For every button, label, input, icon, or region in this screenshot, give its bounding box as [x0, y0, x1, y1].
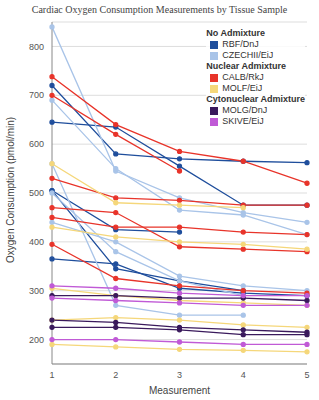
svg-text:300: 300 — [29, 286, 44, 296]
svg-text:800: 800 — [29, 42, 44, 52]
html-text:CALB/RkJ: CALB/RkJ — [222, 72, 264, 82]
svg-text:2: 2 — [113, 370, 118, 380]
html-text:No Admixture: No Admixture — [206, 28, 265, 38]
svg-text:200: 200 — [29, 335, 44, 345]
html-text:CZECHII/EiJ: CZECHII/EiJ — [222, 50, 274, 60]
svg-text:3: 3 — [177, 370, 182, 380]
svg-text:400: 400 — [29, 237, 44, 247]
svg-text:Measurement: Measurement — [149, 385, 210, 396]
svg-text:500: 500 — [29, 188, 44, 198]
svg-text:Oxygen Consumption (pmol/min): Oxygen Consumption (pmol/min) — [8, 117, 16, 263]
svg-text:1: 1 — [49, 370, 54, 380]
html-text:SKIVE/EiJ: SKIVE/EiJ — [222, 116, 264, 126]
html-text:RBF/DnJ: RBF/DnJ — [222, 39, 259, 49]
html-text:Cardiac Oxygen Consumption Mea: Cardiac Oxygen Consumption Measurements … — [31, 4, 288, 15]
html-text:MOLG/DnJ: MOLG/DnJ — [222, 105, 268, 115]
svg-text:700: 700 — [29, 90, 44, 100]
svg-text:5: 5 — [304, 370, 309, 380]
svg-text:600: 600 — [29, 139, 44, 149]
svg-text:4: 4 — [241, 370, 246, 380]
html-text:MOLF/EiJ: MOLF/EiJ — [222, 83, 263, 93]
html-text:Cytonuclear Admixture: Cytonuclear Admixture — [206, 94, 305, 104]
html-text:Nuclear Admixture: Nuclear Admixture — [206, 61, 286, 71]
